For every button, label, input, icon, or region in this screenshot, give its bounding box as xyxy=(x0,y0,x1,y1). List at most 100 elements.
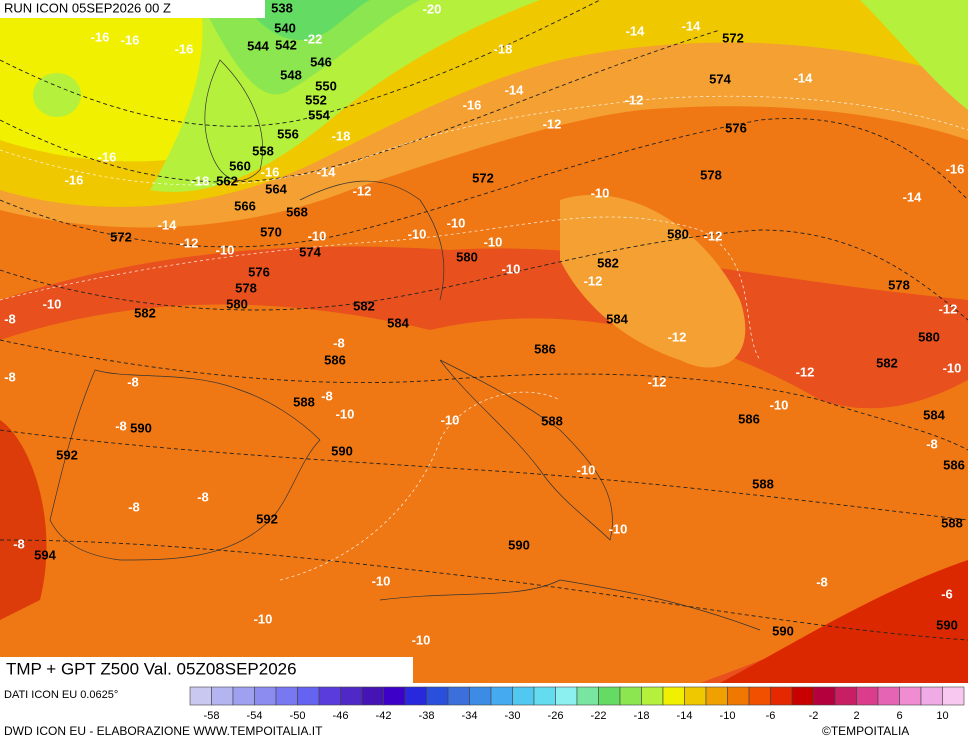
temperature-label: -10 xyxy=(609,521,628,536)
colorbar-tick-label: -34 xyxy=(462,710,478,722)
geopotential-label: 584 xyxy=(387,315,409,330)
temperature-label: -8 xyxy=(4,311,16,326)
colorbar-swatch xyxy=(512,686,535,706)
geopotential-label: 588 xyxy=(941,515,963,530)
temperature-label: -10 xyxy=(447,215,466,230)
colorbar-swatch xyxy=(318,686,341,706)
coastlines xyxy=(49,59,761,631)
temperature-label: -18 xyxy=(332,128,351,143)
temperature-label: -16 xyxy=(98,149,117,164)
logo-label: ©TEMPOITALIA xyxy=(822,724,909,738)
temperature-label: -8 xyxy=(197,489,209,504)
colorbar-swatch xyxy=(232,686,255,706)
geopotential-label: 540 xyxy=(274,20,296,35)
run-box xyxy=(0,0,265,18)
temperature-label: -12 xyxy=(625,92,644,107)
temperature-label: -12 xyxy=(796,364,815,379)
colorbar-tick-label: 2 xyxy=(853,710,859,722)
colorbar-swatch xyxy=(856,686,879,706)
geopotential-label: 564 xyxy=(265,181,287,196)
colorbar-tick-label: -42 xyxy=(376,710,392,722)
colorbar-swatch xyxy=(275,686,298,706)
temperature-label: -8 xyxy=(321,388,333,403)
colorbar-swatch xyxy=(447,686,470,706)
geopotential-label: 588 xyxy=(541,413,563,428)
geopotential-label: 592 xyxy=(256,511,278,526)
temperature-label: -14 xyxy=(682,18,702,33)
temperature-label: -12 xyxy=(180,235,199,250)
temperature-label: -14 xyxy=(317,164,337,179)
temperature-label: -12 xyxy=(648,374,667,389)
temp-zone xyxy=(720,560,968,683)
colorbar-swatch xyxy=(641,686,664,706)
temperature-label: -12 xyxy=(939,301,958,316)
colorbar-swatch xyxy=(662,686,685,706)
geopotential-label: 590 xyxy=(331,443,353,458)
temperature-label: -10 xyxy=(502,261,521,276)
temperature-label: -8 xyxy=(333,335,345,350)
temperature-label: -12 xyxy=(584,273,603,288)
temperature-label: -18 xyxy=(494,41,513,56)
colorbar-swatch xyxy=(619,686,642,706)
temperature-label: -8 xyxy=(128,499,140,514)
temp-zone xyxy=(0,420,47,620)
geopotential-label: 556 xyxy=(277,126,299,141)
geopotential-label: 582 xyxy=(876,355,898,370)
colorbar-swatch xyxy=(383,686,406,706)
colorbar-swatch xyxy=(834,686,857,706)
temperature-label: -12 xyxy=(704,228,723,243)
temperature-label: -12 xyxy=(668,329,687,344)
colorbar-tick-label: -18 xyxy=(634,710,650,722)
colorbar-tick-label: -26 xyxy=(548,710,564,722)
colorbar-tick-label: -14 xyxy=(677,710,693,722)
geopotential-label: 572 xyxy=(722,30,744,45)
temperature-label: -14 xyxy=(158,217,178,232)
geopotential-label: 538 xyxy=(271,0,293,15)
geopotential-label: 570 xyxy=(260,224,282,239)
geopotential-label: 590 xyxy=(772,623,794,638)
temperature-label: -10 xyxy=(336,406,355,421)
source-label: DATI ICON EU 0.0625° xyxy=(4,689,118,701)
geopotential-label: 582 xyxy=(597,255,619,270)
geopotential-label: 586 xyxy=(324,352,346,367)
temperature-label: -16 xyxy=(121,32,140,47)
temperature-label: -10 xyxy=(770,397,789,412)
colorbar-swatch xyxy=(705,686,728,706)
isohypses xyxy=(0,0,968,641)
geopotential-label: 584 xyxy=(923,407,945,422)
geopotential-label: 576 xyxy=(248,264,270,279)
colorbar-swatch xyxy=(813,686,836,706)
colorbar-swatch xyxy=(576,686,599,706)
temperature-label: -22 xyxy=(304,31,323,46)
temperature-label: -16 xyxy=(463,97,482,112)
temp-zone xyxy=(240,0,370,40)
temperature-label: -14 xyxy=(794,70,814,85)
temperature-label: -16 xyxy=(946,161,965,176)
colorbar-tick-label: -2 xyxy=(809,710,819,722)
temperature-label: -10 xyxy=(484,234,503,249)
temperature-label: -10 xyxy=(577,462,596,477)
geopotential-label: 578 xyxy=(700,167,722,182)
colorbar-tick-label: -10 xyxy=(720,710,736,722)
geopotential-label: 588 xyxy=(752,476,774,491)
colorbar-swatch xyxy=(469,686,492,706)
colorbar-swatch xyxy=(555,686,578,706)
temperature-label: -14 xyxy=(903,189,923,204)
map-title: TMP + GPT Z500 Val. 05Z08SEP2026 xyxy=(6,659,297,678)
colorbar-swatch xyxy=(770,686,793,706)
colorbar-swatch xyxy=(490,686,513,706)
temperature-label: -16 xyxy=(175,41,194,56)
temperature-label: -8 xyxy=(127,374,139,389)
geopotential-label: 590 xyxy=(508,537,530,552)
colorbar-tick-label: -54 xyxy=(247,710,263,722)
temperature-label: -20 xyxy=(423,1,442,16)
colorbar-swatch xyxy=(297,686,320,706)
colorbar-swatch xyxy=(899,686,922,706)
temperature-label: -18 xyxy=(191,173,210,188)
colorbar-swatch xyxy=(748,686,771,706)
run-label: RUN ICON 05SEP2026 00 Z xyxy=(4,0,171,15)
geopotential-label: 592 xyxy=(56,447,78,462)
temperature-label: -12 xyxy=(543,116,562,131)
colorbar-swatch xyxy=(189,686,212,706)
